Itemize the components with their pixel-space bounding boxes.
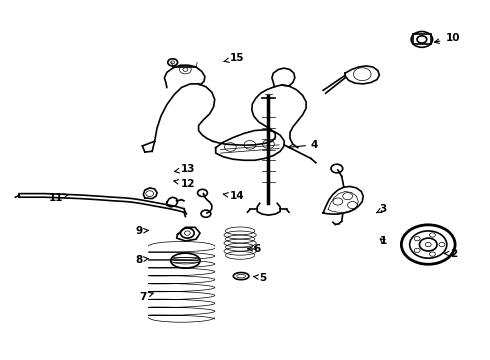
Text: 14: 14 [223, 191, 244, 201]
Text: 13: 13 [174, 164, 195, 174]
Text: 11: 11 [49, 193, 69, 203]
Text: 6: 6 [248, 244, 261, 254]
Text: 7: 7 [139, 292, 153, 302]
Text: 4: 4 [288, 140, 319, 150]
Text: 1: 1 [379, 236, 387, 246]
Text: 2: 2 [444, 248, 458, 258]
Text: 5: 5 [254, 273, 267, 283]
Text: 3: 3 [376, 204, 387, 215]
Text: 10: 10 [435, 33, 460, 44]
Text: 15: 15 [224, 53, 244, 63]
Text: 8: 8 [135, 255, 148, 265]
Text: 9: 9 [135, 226, 148, 236]
Text: 12: 12 [174, 179, 195, 189]
